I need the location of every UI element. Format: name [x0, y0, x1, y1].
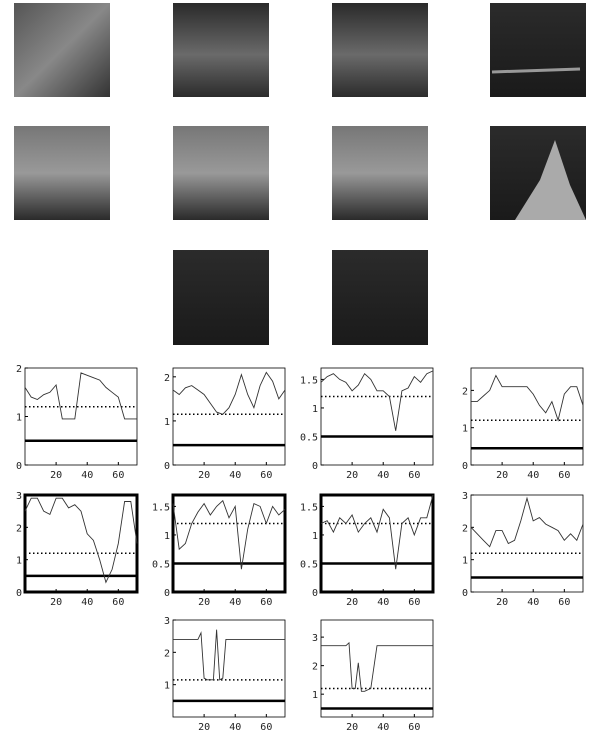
- x-tick-label: 40: [81, 470, 93, 481]
- image-patches: [14, 3, 586, 345]
- x-tick-label: 60: [260, 597, 272, 608]
- axes-frame: [23, 493, 139, 594]
- curve: [24, 497, 138, 584]
- curve: [24, 372, 137, 420]
- y-tick-label: 1: [312, 690, 318, 701]
- axes-frame: [172, 367, 286, 466]
- x-tick-label: 40: [527, 470, 539, 481]
- curve: [470, 496, 584, 548]
- y-tick-label: 0: [462, 461, 468, 472]
- y-tick-label: 2: [164, 648, 170, 659]
- curve: [172, 499, 286, 570]
- y-tick-label: 1: [16, 413, 22, 424]
- y-tick-label: 0: [462, 588, 468, 599]
- y-tick-label: 1: [462, 556, 468, 567]
- curve: [471, 374, 584, 422]
- y-tick-label: 0: [312, 461, 318, 472]
- image-patch: [332, 3, 428, 97]
- x-tick-label: 60: [260, 722, 272, 733]
- y-tick-label: 0: [16, 461, 22, 472]
- image-patch: [14, 3, 110, 97]
- y-tick-label: 0.5: [152, 559, 170, 570]
- x-tick-label: 60: [408, 470, 420, 481]
- y-tick-label: 2: [312, 662, 318, 673]
- y-tick-label: 3: [164, 616, 170, 627]
- curve: [172, 371, 286, 415]
- x-tick-label: 20: [496, 597, 508, 608]
- x-tick-label: 20: [346, 597, 358, 608]
- image-patch: [332, 250, 428, 345]
- image-patch: [332, 126, 428, 220]
- y-tick-label: 1.5: [152, 502, 170, 513]
- y-tick-label: 0: [164, 461, 170, 472]
- y-tick-label: 1: [16, 556, 22, 567]
- image-detail: [515, 140, 586, 220]
- x-tick-label: 40: [229, 470, 241, 481]
- x-tick-label: 60: [408, 597, 420, 608]
- y-tick-label: 0.5: [300, 432, 318, 443]
- y-tick-label: 1: [312, 531, 318, 542]
- x-tick-label: 40: [377, 722, 389, 733]
- x-tick-label: 60: [408, 722, 420, 733]
- x-tick-label: 60: [558, 470, 570, 481]
- x-tick-label: 20: [50, 597, 62, 608]
- x-tick-label: 60: [112, 597, 124, 608]
- axes-frame: [470, 494, 584, 593]
- image-patch: [14, 126, 110, 220]
- image-patch: [173, 126, 269, 220]
- axes-frame: [470, 367, 584, 466]
- x-tick-label: 20: [346, 722, 358, 733]
- y-tick-label: 3: [462, 491, 468, 502]
- x-tick-label: 20: [198, 597, 210, 608]
- curve: [321, 641, 433, 692]
- y-tick-label: 0.5: [300, 559, 318, 570]
- x-tick-label: 40: [229, 597, 241, 608]
- y-tick-label: 3: [16, 491, 22, 502]
- x-tick-label: 60: [260, 470, 272, 481]
- y-tick-label: 1.5: [300, 375, 318, 386]
- x-tick-label: 60: [112, 470, 124, 481]
- y-tick-label: 2: [164, 373, 170, 384]
- y-tick-label: 3: [312, 633, 318, 644]
- y-tick-label: 2: [16, 364, 22, 375]
- y-tick-label: 0: [312, 588, 318, 599]
- y-tick-label: 1.5: [300, 502, 318, 513]
- x-tick-label: 20: [346, 470, 358, 481]
- axes-frame: [172, 619, 286, 718]
- axes-frame: [24, 367, 138, 466]
- x-tick-label: 20: [198, 470, 210, 481]
- axes-frame: [319, 493, 435, 594]
- x-tick-label: 40: [81, 597, 93, 608]
- curve: [320, 494, 434, 570]
- image-patch: [173, 3, 269, 97]
- x-tick-label: 20: [198, 722, 210, 733]
- y-tick-label: 1: [164, 417, 170, 428]
- y-tick-label: 1: [164, 531, 170, 542]
- y-tick-label: 1: [312, 404, 318, 415]
- x-tick-label: 40: [377, 597, 389, 608]
- y-tick-label: 2: [462, 386, 468, 397]
- image-patch: [490, 3, 586, 97]
- image-detail: [491, 67, 581, 74]
- x-tick-label: 20: [50, 470, 62, 481]
- image-patch: [173, 250, 269, 345]
- y-tick-label: 0: [164, 588, 170, 599]
- axes-frame: [320, 619, 434, 718]
- axes-frame: [171, 493, 287, 594]
- x-tick-label: 40: [377, 470, 389, 481]
- axes-frame: [320, 367, 434, 466]
- y-tick-label: 2: [462, 523, 468, 534]
- curve: [173, 629, 285, 681]
- y-tick-label: 2: [16, 523, 22, 534]
- x-tick-label: 20: [496, 470, 508, 481]
- x-tick-label: 40: [229, 722, 241, 733]
- curve: [320, 370, 434, 431]
- x-tick-label: 40: [527, 597, 539, 608]
- y-tick-label: 1: [462, 424, 468, 435]
- x-tick-label: 60: [558, 597, 570, 608]
- y-tick-label: 0: [16, 588, 22, 599]
- y-tick-label: 1: [164, 681, 170, 692]
